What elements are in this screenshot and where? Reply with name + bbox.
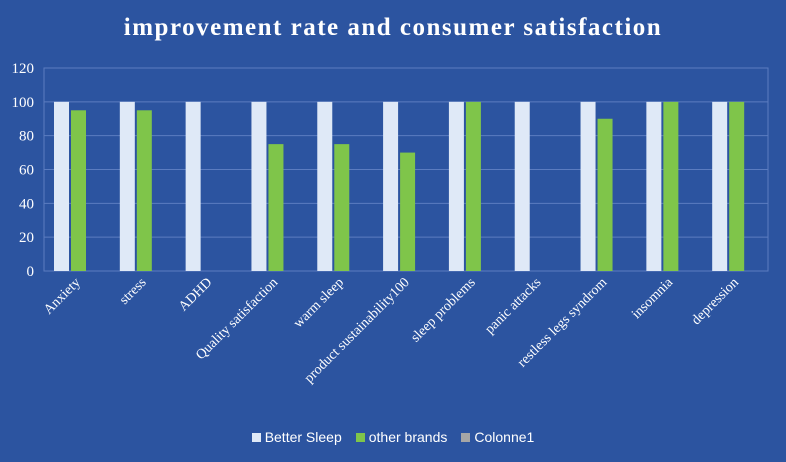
x-tick-label: Anxiety xyxy=(41,275,84,318)
bar xyxy=(71,110,86,272)
legend-item: Better Sleep xyxy=(251,429,342,445)
x-tick-label: ADHD xyxy=(176,275,215,314)
bar xyxy=(729,101,745,271)
y-tick-label: 0 xyxy=(27,264,35,280)
x-tick-label: panic attacks xyxy=(482,275,544,337)
bar xyxy=(54,101,69,271)
legend: Better Sleep other brands Colonne1 xyxy=(0,429,786,445)
y-tick-label: 20 xyxy=(19,230,34,246)
bar xyxy=(646,101,662,271)
y-tick-label: 120 xyxy=(12,61,35,77)
legend-label: Colonne1 xyxy=(474,429,535,445)
bar xyxy=(400,152,416,271)
x-tick-label: stress xyxy=(117,275,150,308)
legend-item: Colonne1 xyxy=(461,429,534,445)
y-tick-label: 40 xyxy=(19,196,34,212)
bar xyxy=(136,110,152,272)
bar xyxy=(448,101,464,271)
legend-label: other brands xyxy=(368,429,448,445)
bar xyxy=(514,101,530,271)
x-tick-label: sleep problems xyxy=(408,275,478,345)
bar xyxy=(597,118,613,271)
bar xyxy=(580,101,596,271)
legend-label: Better Sleep xyxy=(264,429,342,445)
x-tick-label: depression xyxy=(689,275,742,328)
bar xyxy=(465,101,481,271)
bar xyxy=(663,101,679,271)
y-tick-label: 100 xyxy=(12,95,35,111)
bar xyxy=(119,101,135,271)
bar xyxy=(185,101,201,271)
legend-item: other brands xyxy=(355,429,448,445)
legend-swatch xyxy=(251,432,261,442)
chart-title: improvement rate and consumer satisfacti… xyxy=(123,14,663,41)
y-tick-label: 80 xyxy=(19,129,34,145)
bar xyxy=(317,101,333,271)
legend-swatch xyxy=(461,432,471,442)
bar xyxy=(334,144,350,271)
x-tick-label: warm sleep xyxy=(291,275,347,331)
bar xyxy=(712,101,728,271)
bar xyxy=(251,101,267,271)
y-tick-label: 60 xyxy=(19,163,34,179)
x-tick-label: insomnia xyxy=(629,275,676,322)
bar xyxy=(383,101,399,271)
legend-swatch xyxy=(355,432,365,442)
bar xyxy=(268,144,284,271)
